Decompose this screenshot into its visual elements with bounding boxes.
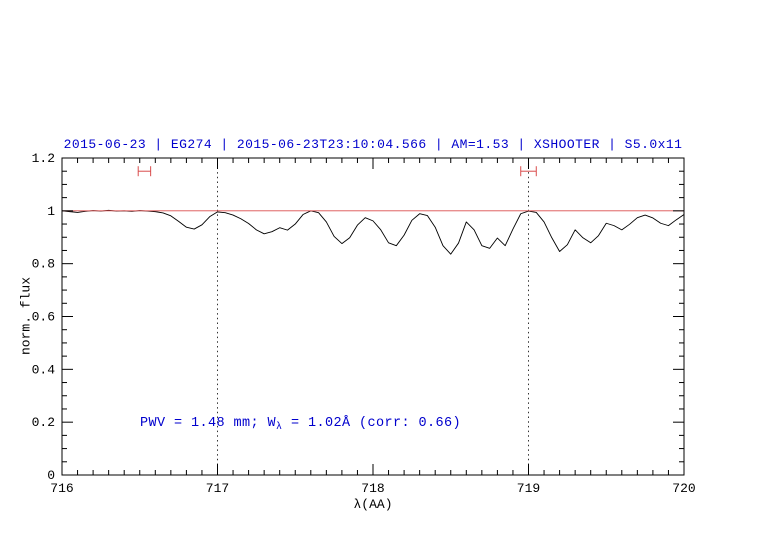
pwv-annotation-prefix: PWV = 1.48 mm; W bbox=[140, 416, 277, 431]
y-tick-label: 1.2 bbox=[32, 151, 55, 166]
spectrum-line bbox=[61, 209, 685, 255]
pwv-annotation-lambda-subscript: λ bbox=[276, 422, 283, 433]
y-tick-label: 0.4 bbox=[32, 362, 56, 377]
y-tick-label: 0 bbox=[47, 468, 55, 483]
x-tick-label: 716 bbox=[50, 481, 73, 496]
y-tick-label: 0.6 bbox=[32, 310, 55, 325]
x-tick-label: 720 bbox=[672, 481, 695, 496]
y-tick-label: 0.8 bbox=[32, 257, 55, 272]
x-tick-label: 717 bbox=[206, 481, 229, 496]
pwv-annotation: PWV = 1.48 mm; Wλ = 1.02Å (corr: 0.66) bbox=[140, 416, 461, 433]
y-tick-label: 1 bbox=[47, 204, 55, 219]
x-tick-label: 719 bbox=[517, 481, 540, 496]
y-tick-label: 0.2 bbox=[32, 415, 55, 430]
x-axis-label: λ(AA) bbox=[353, 497, 393, 512]
pwv-annotation-suffix: = 1.02Å (corr: 0.66) bbox=[282, 416, 461, 431]
x-tick-label: 718 bbox=[361, 481, 384, 496]
y-axis-label: norm. flux bbox=[18, 276, 34, 356]
plot-title: 2015-06-23 | EG274 | 2015-06-23T23:10:04… bbox=[63, 137, 683, 152]
